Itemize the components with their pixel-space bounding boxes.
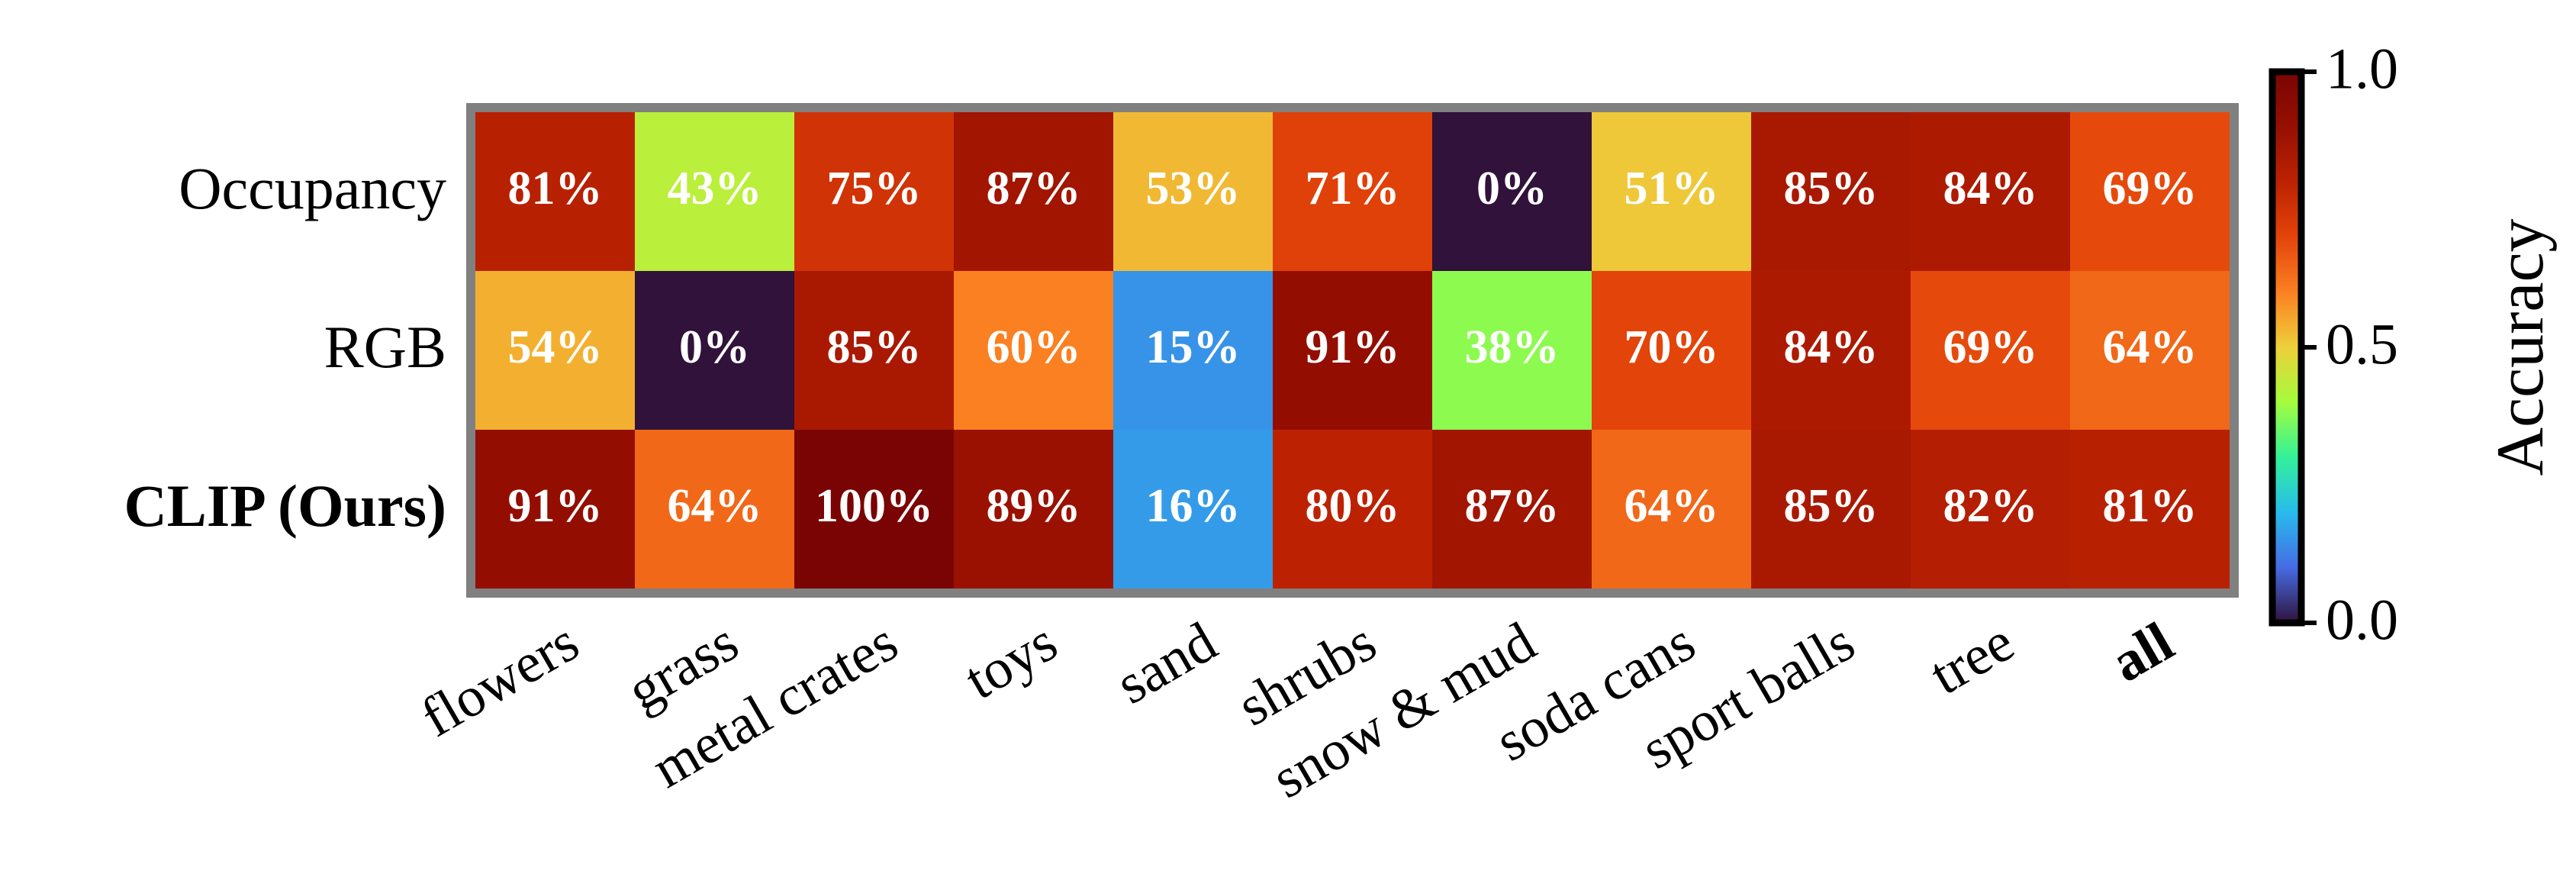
cell-value-label: 43%	[668, 163, 762, 214]
cell-value-label: 64%	[1624, 480, 1719, 532]
column-label: flowers	[411, 611, 589, 750]
cell-value-label: 64%	[668, 480, 762, 532]
cell-value-label: 87%	[1465, 480, 1560, 532]
cell-value-label: 84%	[1784, 321, 1879, 373]
colorbar-axis-label: Accuracy	[2484, 218, 2558, 476]
heatmap-cell	[635, 112, 795, 272]
heatmap-cell	[794, 112, 955, 272]
heatmap-cell	[1113, 271, 1274, 430]
heatmap-cell	[1432, 430, 1592, 589]
cell-value-label: 80%	[1306, 480, 1400, 532]
heatmap-cell	[1751, 112, 1911, 272]
heatmap-cell	[1273, 112, 1433, 272]
cell-value-label: 75%	[827, 163, 922, 214]
heatmap-cell	[2070, 112, 2230, 272]
cell-value-label: 85%	[1784, 480, 1879, 532]
cell-value-label: 85%	[1784, 163, 1879, 214]
cell-value-label: 54%	[508, 321, 603, 373]
cell-value-label: 69%	[1943, 321, 2038, 373]
heatmap-cell	[794, 430, 955, 589]
heatmap-cell	[1113, 430, 1274, 589]
heatmap-cell	[1592, 430, 1752, 589]
heatmap-cell	[1911, 271, 2071, 430]
heatmap-cell	[954, 271, 1114, 430]
heatmap-cell	[2070, 271, 2230, 430]
colorbar-tick-label: 1.0	[2326, 37, 2398, 101]
cell-value-label: 91%	[1306, 321, 1400, 373]
cell-value-label: 87%	[987, 163, 1081, 214]
cell-value-label: 81%	[2103, 480, 2198, 532]
cell-value-label: 0%	[679, 321, 750, 373]
heatmap-cell	[1273, 430, 1433, 589]
column-label: toys	[955, 611, 1067, 712]
cell-value-label: 51%	[1624, 163, 1719, 214]
heatmap-grid: 81% 43% 75% 87% 53% 71% 0% 51% 85% 84% 69% 54% 0% 85%…	[466, 103, 2239, 598]
cell-value-label: 64%	[2103, 321, 2198, 373]
cell-value-label: 16%	[1146, 480, 1241, 532]
cell-value-label: 70%	[1624, 321, 1719, 373]
heatmap-cell	[475, 430, 636, 589]
heatmap-cell	[1751, 430, 1911, 589]
heatmap-cell	[954, 112, 1114, 272]
cell-value-label: 0%	[1476, 163, 1547, 214]
column-label: all	[2101, 611, 2184, 695]
colorbar-tick-label: 0.5	[2326, 312, 2398, 376]
heatmap-cell	[635, 430, 795, 589]
row-label: Occupancy	[179, 155, 446, 221]
heatmap-cell	[1432, 112, 1592, 272]
heatmap-cell	[1273, 271, 1433, 430]
heatmap-cell	[475, 112, 636, 272]
cell-value-label: 15%	[1146, 321, 1241, 373]
cell-value-label: 89%	[987, 480, 1081, 532]
cell-value-label: 100%	[815, 480, 933, 532]
heatmap-cell	[954, 430, 1114, 589]
heatmap-cell	[1911, 112, 2071, 272]
row-label: CLIP (Ours)	[124, 472, 446, 539]
cell-value-label: 71%	[1306, 163, 1400, 214]
heatmap-cell	[1911, 430, 2071, 589]
heatmap-cell	[475, 271, 636, 430]
cell-value-label: 69%	[2103, 163, 2198, 214]
heatmap-cell	[1113, 112, 1274, 272]
colorbar: 0.0 0.5 1.0 Accuracy	[2268, 37, 2558, 652]
cell-value-label: 84%	[1943, 163, 2038, 214]
cell-value-label: 38%	[1465, 321, 1560, 373]
cell-value-label: 81%	[508, 163, 603, 214]
heatmap-cell	[794, 271, 955, 430]
heatmap-cell	[1432, 271, 1592, 430]
cell-value-label: 85%	[827, 321, 922, 373]
heatmap-cell	[2070, 430, 2230, 589]
heatmap-cell	[1592, 112, 1752, 272]
cell-value-label: 82%	[1943, 480, 2038, 532]
column-label: sand	[1106, 611, 1227, 717]
colorbar-tick-label: 0.0	[2326, 588, 2398, 652]
heatmap-cell	[635, 271, 795, 430]
heatmap-cell	[1592, 271, 1752, 430]
heatmap-cell	[1751, 271, 1911, 430]
cell-value-label: 53%	[1146, 163, 1241, 214]
row-label: RGB	[324, 314, 446, 380]
cell-value-label: 91%	[508, 480, 603, 532]
column-label: tree	[1920, 611, 2024, 707]
cell-value-label: 60%	[987, 321, 1081, 373]
row-labels: Occupancy RGB CLIP (Ours)	[124, 155, 446, 539]
colorbar-gradient	[2268, 68, 2305, 627]
heatmap-frame	[466, 103, 2239, 598]
